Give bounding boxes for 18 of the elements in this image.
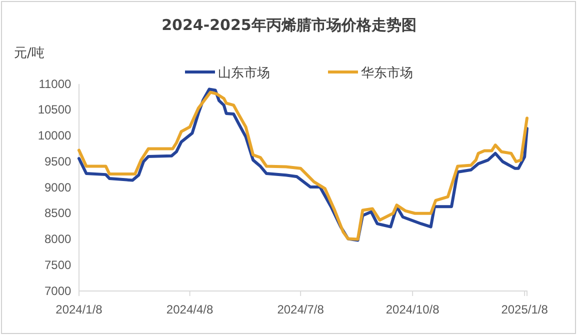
y-axis-title: 元/吨 [14, 46, 44, 61]
legend-label: 山东市场 [218, 66, 270, 81]
x-tick-label: 2024/7/8 [277, 302, 324, 316]
x-tick-label: 2024/1/8 [56, 302, 103, 316]
legend-label: 华东市场 [361, 66, 413, 81]
y-tick-label: 8000 [44, 232, 72, 246]
y-tick-label: 7000 [44, 284, 72, 298]
x-tick-label: 2024/10/8 [386, 302, 440, 316]
y-tick-label: 9000 [44, 180, 72, 194]
y-tick-label: 8500 [44, 206, 72, 220]
x-tick-label: 2025/1/8 [501, 302, 548, 316]
x-tick-label: 2024/4/8 [166, 302, 214, 316]
y-tick-label: 9500 [44, 154, 72, 168]
y-tick-label: 11000 [38, 76, 72, 91]
chart-title: 2024-2025年丙烯腈市场价格走势图 [162, 16, 416, 34]
y-tick-label: 7500 [44, 258, 72, 272]
y-tick-label: 10500 [38, 102, 72, 117]
y-tick-label: 10000 [38, 128, 72, 143]
